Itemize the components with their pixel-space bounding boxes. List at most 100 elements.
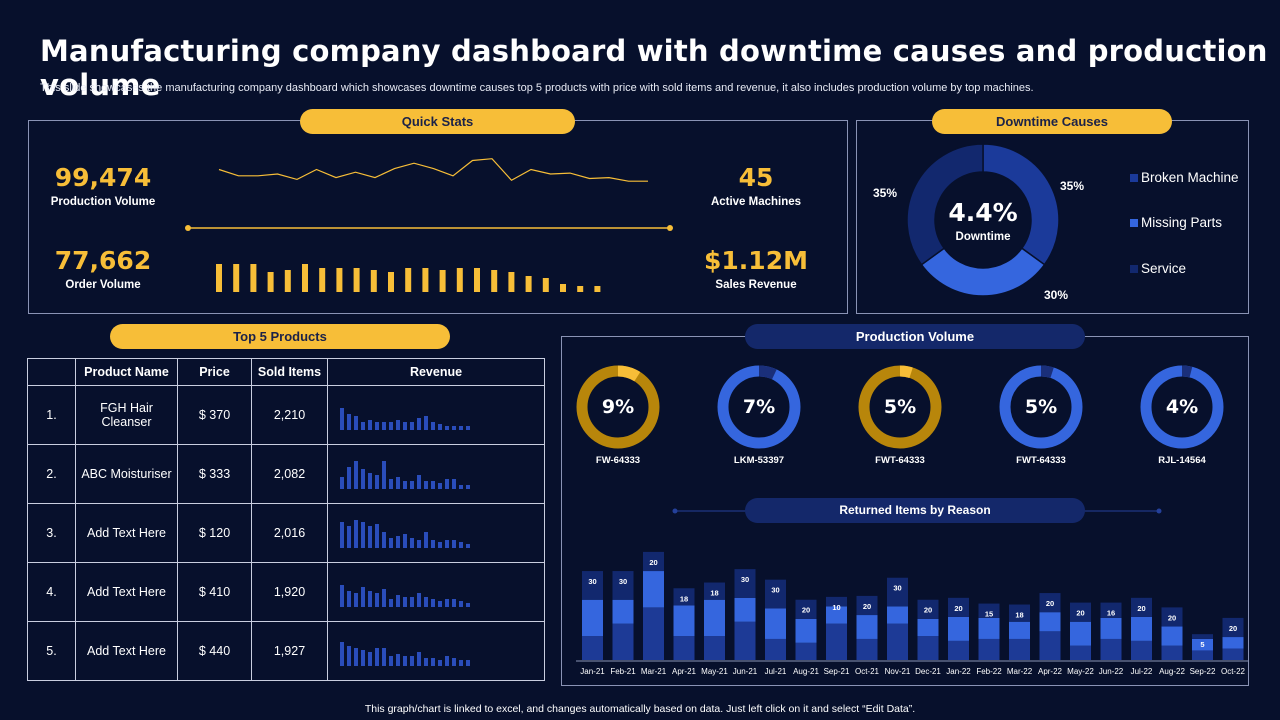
bar-top-label: 30 bbox=[893, 584, 901, 593]
revenue-bar bbox=[410, 422, 414, 430]
top-products-heading: Top 5 Products bbox=[110, 324, 450, 349]
quick-stats-bar bbox=[388, 272, 394, 292]
x-tick-label: May-21 bbox=[701, 667, 728, 676]
bar-jan-21-s3 bbox=[582, 571, 603, 600]
product-name: Add Text Here bbox=[75, 562, 178, 622]
machine-gauge-label: FWT-64333 bbox=[875, 455, 925, 466]
table-row: 1. FGH Hair Cleanser $ 370 2,210 bbox=[27, 385, 545, 445]
bar-jun-22-s2 bbox=[1100, 617, 1122, 639]
product-sold: 2,082 bbox=[251, 444, 328, 504]
revenue-bar bbox=[424, 597, 428, 607]
bar-feb-22-s1 bbox=[978, 638, 1000, 660]
revenue-bar bbox=[452, 658, 456, 666]
revenue-bar bbox=[354, 520, 358, 548]
revenue-minichart bbox=[327, 444, 545, 504]
revenue-bar bbox=[452, 540, 456, 548]
bar-top-label: 20 bbox=[954, 604, 962, 613]
quick-stats-bar bbox=[525, 276, 532, 292]
bar-top-label: 30 bbox=[771, 586, 779, 595]
revenue-bar bbox=[410, 538, 414, 548]
revenue-bar bbox=[340, 477, 344, 489]
row-index: 1. bbox=[27, 385, 76, 445]
quick-stats-bar bbox=[336, 268, 343, 292]
revenue-bar bbox=[396, 654, 400, 666]
returned-items-chart: 30 Jan-21 30 Feb-21 20 Mar-21 18 Apr-21 18 May-21… bbox=[576, 551, 1248, 676]
machine-gauge-label: RJL-14564 bbox=[1158, 455, 1206, 466]
bar-apr-22-s1 bbox=[1039, 631, 1061, 660]
table-row: 5. Add Text Here $ 440 1,927 bbox=[27, 621, 545, 681]
x-tick-label: May-22 bbox=[1067, 667, 1094, 676]
legend-swatch bbox=[1130, 264, 1138, 273]
bar-top-label: 20 bbox=[1137, 604, 1145, 613]
x-tick-label: Sep-22 bbox=[1190, 667, 1216, 676]
revenue-bar bbox=[382, 648, 386, 666]
quick-stats-bar bbox=[302, 264, 308, 292]
returned-items-title: Returned Items by Reason bbox=[745, 498, 1085, 523]
revenue-bar bbox=[466, 660, 470, 666]
row-index: 2. bbox=[27, 444, 76, 504]
bar-mar-22-s1 bbox=[1009, 638, 1030, 660]
legend-service: Service bbox=[1130, 261, 1186, 276]
revenue-bar bbox=[452, 426, 456, 430]
x-tick-label: Sep-21 bbox=[824, 667, 850, 676]
revenue-bar bbox=[361, 522, 365, 548]
x-tick-label: Jan-21 bbox=[580, 667, 605, 676]
machine-gauge-label: FW-64333 bbox=[595, 455, 641, 466]
bar-aug-22-s2 bbox=[1161, 626, 1183, 646]
revenue-bar bbox=[403, 597, 407, 607]
revenue-bar bbox=[459, 542, 463, 548]
revenue-bar bbox=[354, 593, 358, 607]
revenue-bar bbox=[431, 599, 435, 607]
col-header-index bbox=[27, 358, 76, 386]
revenue-bar bbox=[466, 485, 470, 489]
bar-apr-22-s3 bbox=[1039, 593, 1061, 613]
product-sold: 1,920 bbox=[251, 562, 328, 622]
bar-jun-22-s3 bbox=[1100, 602, 1122, 618]
gauge-fill bbox=[858, 365, 942, 449]
quick-stats-bar bbox=[577, 286, 584, 292]
revenue-bar bbox=[403, 422, 407, 430]
revenue-bar bbox=[396, 477, 400, 489]
bar-feb-21-s2 bbox=[612, 599, 634, 624]
product-name: FGH Hair Cleanser bbox=[75, 385, 178, 445]
bar-top-label: 15 bbox=[985, 610, 993, 619]
bar-dec-21-s1 bbox=[917, 636, 939, 660]
x-tick-label: Mar-21 bbox=[641, 667, 667, 676]
donut-slice-service bbox=[906, 143, 984, 266]
legend-label: Broken Machine bbox=[1141, 170, 1239, 185]
revenue-minichart bbox=[327, 562, 545, 622]
bar-jan-21-s1 bbox=[582, 636, 603, 660]
legend-label: Service bbox=[1141, 261, 1187, 276]
quick-stats-graphics bbox=[185, 158, 673, 292]
revenue-bar bbox=[361, 587, 365, 607]
revenue-bar bbox=[396, 420, 400, 430]
gauge-fill bbox=[1140, 365, 1224, 449]
active-machines-label: Active Machines bbox=[710, 196, 802, 208]
revenue-bar bbox=[396, 595, 400, 607]
revenue-bar bbox=[438, 483, 442, 489]
revenue-bar bbox=[445, 599, 449, 607]
bar-nov-21-s2 bbox=[887, 606, 908, 624]
quick-stats-bar bbox=[422, 268, 429, 292]
bar-feb-22-s3 bbox=[978, 603, 1000, 618]
revenue-bar bbox=[438, 660, 442, 666]
x-tick-label: Jun-22 bbox=[1099, 667, 1124, 676]
revenue-bar bbox=[389, 656, 393, 666]
revenue-bar bbox=[459, 485, 463, 489]
legend-label: Missing Parts bbox=[1141, 215, 1223, 230]
revenue-bar bbox=[347, 526, 351, 548]
bar-jan-22-s2 bbox=[948, 616, 969, 641]
legend-missing-parts: Missing Parts bbox=[1130, 215, 1222, 230]
revenue-bar bbox=[361, 422, 365, 430]
bar-feb-21-s1 bbox=[612, 623, 634, 660]
revenue-bar bbox=[375, 475, 379, 489]
revenue-bar bbox=[361, 650, 365, 666]
bar-may-21-s2 bbox=[704, 599, 725, 637]
bar-oct-21-s3 bbox=[856, 595, 878, 616]
bar-may-21-s3 bbox=[704, 582, 725, 600]
revenue-bar bbox=[452, 479, 456, 489]
bar-top-label: 20 bbox=[1076, 609, 1084, 618]
revenue-bar bbox=[368, 591, 372, 607]
bar-oct-21-s1 bbox=[856, 638, 878, 660]
table-row: 4. Add Text Here $ 410 1,920 bbox=[27, 562, 545, 622]
